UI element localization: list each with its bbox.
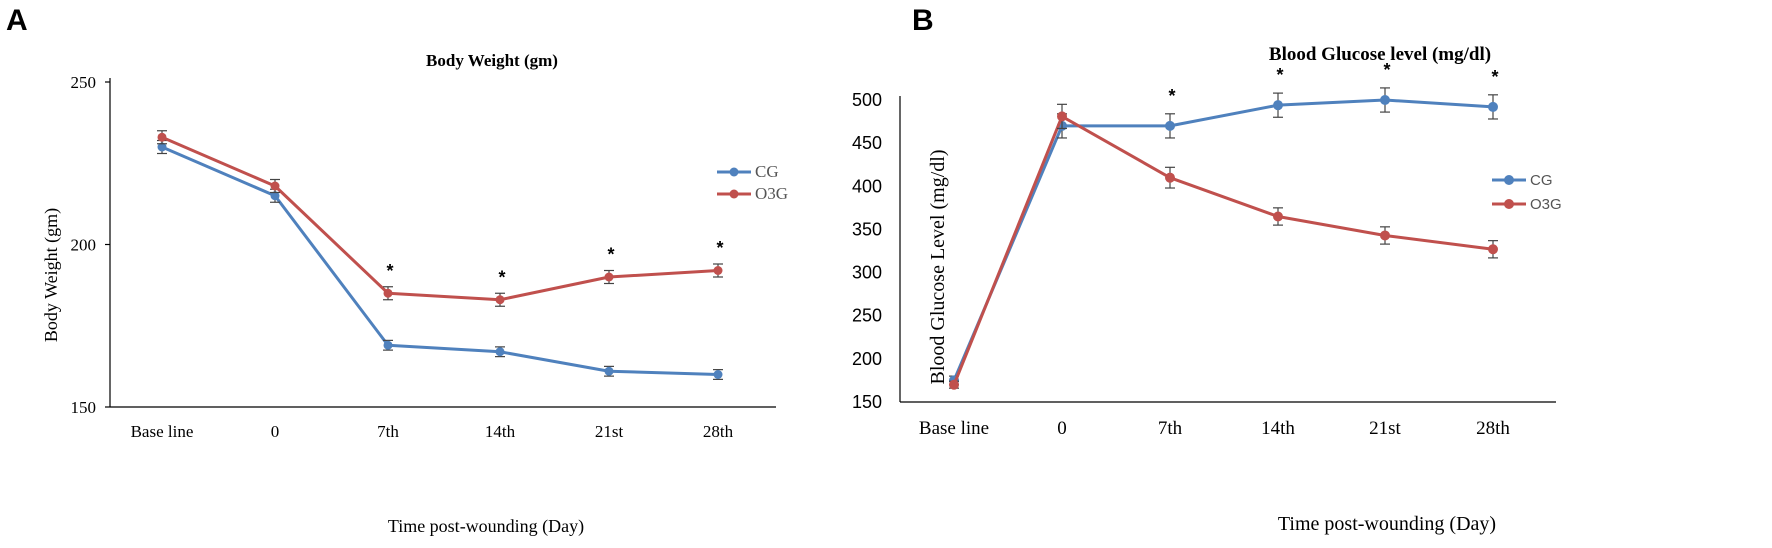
- significance-marker: *: [1491, 67, 1498, 87]
- x-tick-label: 14th: [1261, 418, 1295, 439]
- significance-marker: *: [386, 261, 393, 281]
- data-point: [1165, 120, 1175, 131]
- data-point: [713, 370, 723, 379]
- series-line: [952, 114, 1494, 386]
- chart-blood-glucose: B Blood Glucose level (mg/dl) Time post-…: [852, 4, 1562, 535]
- series-line: [161, 135, 719, 302]
- data-point: [157, 132, 167, 142]
- legend-label: CG: [1530, 172, 1553, 189]
- x-tick-label: 28th: [703, 422, 734, 441]
- data-point: [1380, 95, 1390, 105]
- data-point: [383, 288, 393, 298]
- data-point: [1273, 100, 1283, 111]
- x-tick-label: Base line: [131, 422, 194, 441]
- data-point: [495, 295, 505, 305]
- legend-label: CG: [755, 162, 779, 181]
- x-axis-label: Time post-wounding (Day): [1278, 513, 1496, 535]
- chart-title: Blood Glucose level (mg/dl): [1269, 44, 1491, 65]
- y-axis-label: Body Weight (gm): [41, 208, 62, 342]
- y-tick-label: 250: [71, 73, 97, 92]
- data-point: [157, 142, 167, 152]
- x-tick-label: Base line: [919, 418, 989, 439]
- panel-letter-a: A: [6, 4, 28, 37]
- legend-item-o3g: O3G: [717, 184, 788, 203]
- x-axis-label: Time post-wounding (Day): [388, 516, 584, 537]
- x-tick-label: 0: [271, 422, 280, 441]
- y-tick-label: 200: [71, 236, 97, 255]
- chart-body-weight: A Body Weight (gm) Time post-wounding (D…: [6, 4, 788, 537]
- y-tick-label: 150: [71, 398, 97, 417]
- y-tick-label: 450: [852, 133, 882, 153]
- significance-marker: *: [1168, 86, 1175, 106]
- x-tick-label: 21st: [595, 422, 624, 441]
- significance-marker: *: [607, 245, 614, 265]
- series-o3g: [157, 130, 723, 307]
- legend-label: O3G: [1530, 196, 1562, 213]
- legend-item-o3g: O3G: [1492, 196, 1562, 213]
- series-o3g: [949, 103, 1498, 390]
- data-point: [1488, 244, 1498, 255]
- y-tick-label: 400: [852, 176, 882, 196]
- chart-title: Body Weight (gm): [426, 51, 558, 70]
- significance-marker: *: [716, 238, 723, 258]
- data-point: [383, 340, 393, 350]
- x-tick-label: 7th: [1158, 418, 1183, 439]
- data-point: [604, 272, 614, 282]
- y-axis-label: Blood Glucose Level (mg/dl): [927, 150, 949, 385]
- data-point: [1165, 172, 1175, 183]
- data-point: [949, 379, 959, 390]
- y-tick-label: 300: [852, 263, 882, 283]
- series-line: [161, 145, 719, 376]
- y-tick-label: 250: [852, 306, 882, 326]
- series-cg: [949, 87, 1498, 386]
- series-line: [952, 98, 1494, 382]
- series-cg: [157, 139, 723, 380]
- x-tick-label: 0: [1057, 418, 1067, 439]
- data-point: [1273, 211, 1283, 222]
- x-tick-label: 28th: [1476, 418, 1510, 439]
- data-point: [270, 181, 280, 191]
- data-point: [713, 266, 723, 275]
- legend-item-cg: CG: [717, 162, 779, 181]
- data-point: [1380, 230, 1390, 241]
- y-tick-label: 500: [852, 90, 882, 110]
- x-tick-label: 7th: [377, 422, 399, 441]
- y-tick-label: 350: [852, 219, 882, 239]
- significance-marker: *: [1383, 60, 1390, 80]
- data-point: [270, 191, 280, 201]
- x-tick-label: 14th: [485, 422, 516, 441]
- y-tick-label: 200: [852, 349, 882, 369]
- y-tick-label: 150: [852, 392, 882, 412]
- panel-letter-b: B: [912, 4, 934, 37]
- significance-marker: *: [498, 267, 505, 287]
- data-point: [604, 366, 614, 376]
- data-point: [495, 347, 505, 357]
- legend-label: O3G: [755, 184, 788, 203]
- significance-marker: *: [1276, 65, 1283, 85]
- data-point: [1488, 101, 1498, 112]
- legend-item-cg: CG: [1492, 172, 1553, 189]
- data-point: [1057, 111, 1067, 122]
- x-tick-label: 21st: [1369, 418, 1401, 439]
